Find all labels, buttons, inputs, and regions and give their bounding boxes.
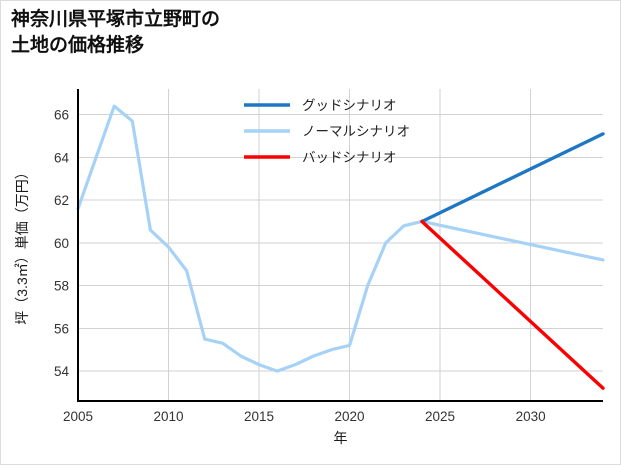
series-line (420, 132, 605, 224)
series-line (420, 219, 605, 390)
x-axis-tick-labels: 2005 2010 2015 2020 2025 2030 (63, 409, 546, 424)
y-axis-title: 坪（3.3㎡）単価（万円） (14, 165, 30, 324)
legend-label: バッドシナリオ (302, 150, 397, 165)
y-axis-tick-labels: 54 56 58 60 62 64 66 (54, 108, 70, 379)
x-tick-label: 2005 (63, 409, 93, 424)
x-tick-label: 2015 (244, 409, 274, 424)
y-tick-label: 58 (54, 279, 69, 294)
x-tick-label: 2030 (516, 409, 546, 424)
y-tick-label: 54 (54, 364, 70, 379)
page-title: 神奈川県平塚市立野町の 土地の価格推移 (11, 9, 221, 56)
series-line (76, 104, 605, 373)
legend-label: グッドシナリオ (302, 98, 397, 113)
y-tick-label: 62 (54, 193, 69, 208)
y-tick-label: 66 (54, 108, 69, 123)
legend-label: ノーマルシナリオ (302, 124, 410, 139)
x-tick-label: 2010 (153, 409, 183, 424)
axis-lines (76, 89, 603, 403)
x-axis-title: 年 (334, 430, 348, 446)
horizontal-gridlines (78, 114, 603, 372)
y-tick-label: 56 (54, 321, 69, 336)
x-tick-label: 2025 (425, 409, 455, 424)
x-tick-label: 2020 (335, 409, 365, 424)
y-tick-label: 60 (54, 236, 69, 251)
y-tick-label: 64 (54, 150, 70, 165)
series-lines (76, 104, 605, 390)
